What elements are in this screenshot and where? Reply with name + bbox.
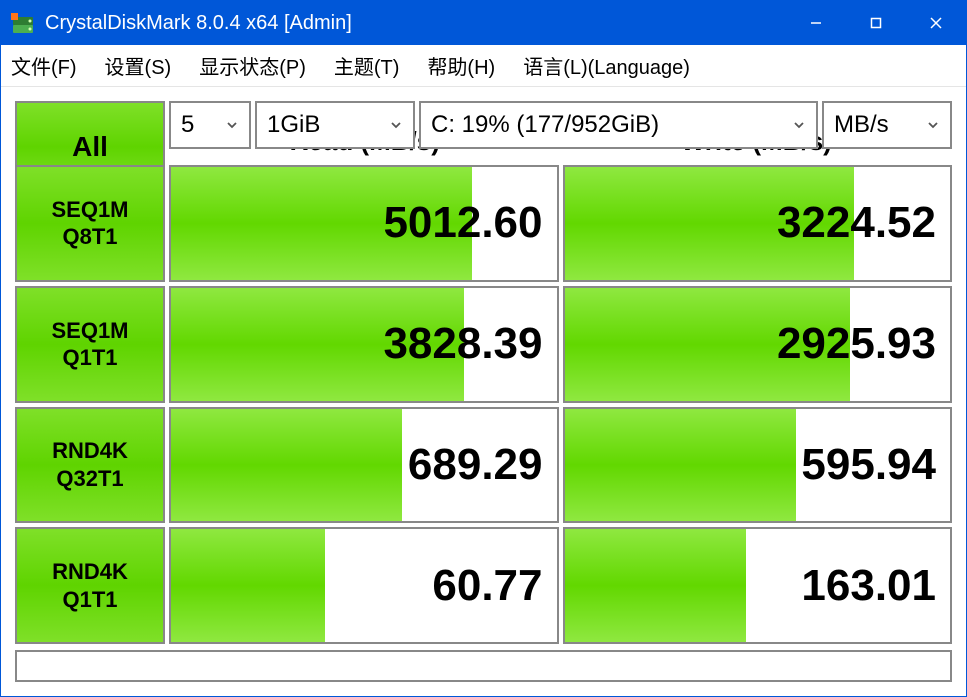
titlebar: CrystalDiskMark 8.0.4 x64 [Admin]	[1, 1, 966, 45]
menu-help[interactable]: 帮助(H)	[427, 51, 495, 80]
read-value: 3828.39	[383, 319, 542, 369]
write-bar	[565, 529, 746, 642]
selectors: 5 1GiB C: 19% (177/952GiB)	[169, 101, 952, 155]
test-label-line1: SEQ1M	[51, 317, 128, 345]
chevron-down-icon	[225, 111, 239, 139]
write-value: 163.01	[801, 561, 936, 611]
test-label-line1: RND4K	[52, 437, 128, 465]
drive-select[interactable]: C: 19% (177/952GiB)	[419, 101, 818, 149]
write-value: 3224.52	[777, 198, 936, 248]
write-result: 163.01	[563, 527, 953, 644]
result-row: SEQ1MQ1T1 3828.39 2925.93	[15, 286, 952, 403]
unit-value: MB/s	[834, 111, 918, 139]
result-row: RND4KQ1T1 60.77 163.01	[15, 527, 952, 644]
read-value: 689.29	[408, 440, 543, 490]
test-label-line2: Q1T1	[62, 344, 117, 372]
test-button-seq1m-q1t1[interactable]: SEQ1MQ1T1	[15, 286, 165, 403]
read-result: 689.29	[169, 407, 559, 524]
menu-file[interactable]: 文件(F)	[11, 51, 77, 80]
window-controls	[786, 1, 966, 45]
chevron-down-icon	[792, 111, 806, 139]
close-button[interactable]	[906, 1, 966, 45]
menubar: 文件(F) 设置(S) 显示状态(P) 主题(T) 帮助(H) 语言(L)(La…	[1, 45, 966, 87]
test-button-seq1m-q8t1[interactable]: SEQ1MQ8T1	[15, 165, 165, 282]
read-bar	[171, 409, 402, 522]
read-value: 5012.60	[383, 198, 542, 248]
menu-display[interactable]: 显示状态(P)	[199, 51, 306, 80]
read-value: 60.77	[432, 561, 542, 611]
size-select[interactable]: 1GiB	[255, 101, 415, 149]
minimize-button[interactable]	[786, 1, 846, 45]
menu-settings[interactable]: 设置(S)	[105, 51, 172, 80]
count-select[interactable]: 5	[169, 101, 251, 149]
test-label-line1: RND4K	[52, 558, 128, 586]
maximize-button[interactable]	[846, 1, 906, 45]
chevron-down-icon	[389, 111, 403, 139]
window-title: CrystalDiskMark 8.0.4 x64 [Admin]	[45, 12, 786, 35]
write-value: 595.94	[801, 440, 936, 490]
test-label-line2: Q32T1	[56, 465, 123, 493]
test-label-line1: SEQ1M	[51, 196, 128, 224]
size-value: 1GiB	[267, 111, 381, 139]
count-value: 5	[181, 111, 217, 139]
read-bar	[171, 529, 325, 642]
write-bar	[565, 409, 796, 522]
write-value: 2925.93	[777, 319, 936, 369]
write-result: 2925.93	[563, 286, 953, 403]
test-label-line2: Q1T1	[62, 586, 117, 614]
header-spacer	[15, 117, 169, 161]
unit-select[interactable]: MB/s	[822, 101, 952, 149]
drive-value: C: 19% (177/952GiB)	[431, 111, 784, 139]
app-icon	[9, 9, 37, 37]
menu-theme[interactable]: 主题(T)	[334, 51, 400, 80]
menu-language[interactable]: 语言(L)(Language)	[523, 51, 690, 80]
write-result: 595.94	[563, 407, 953, 524]
write-result: 3224.52	[563, 165, 953, 282]
read-result: 5012.60	[169, 165, 559, 282]
read-result: 60.77	[169, 527, 559, 644]
test-label-line2: Q8T1	[62, 223, 117, 251]
test-button-rnd4k-q1t1[interactable]: RND4KQ1T1	[15, 527, 165, 644]
chevron-down-icon	[926, 111, 940, 139]
app-window: CrystalDiskMark 8.0.4 x64 [Admin] 文件(F) …	[0, 0, 967, 697]
content-area: All 5 1GiB C: 19% (177/952GiB)	[1, 87, 966, 696]
result-row: SEQ1MQ8T1 5012.60 3224.52	[15, 165, 952, 282]
test-button-rnd4k-q32t1[interactable]: RND4KQ32T1	[15, 407, 165, 524]
read-result: 3828.39	[169, 286, 559, 403]
status-bar	[15, 650, 952, 682]
results-grid: SEQ1MQ8T15012.603224.52SEQ1MQ1T13828.392…	[15, 165, 952, 644]
result-row: RND4KQ32T1 689.29 595.94	[15, 407, 952, 524]
